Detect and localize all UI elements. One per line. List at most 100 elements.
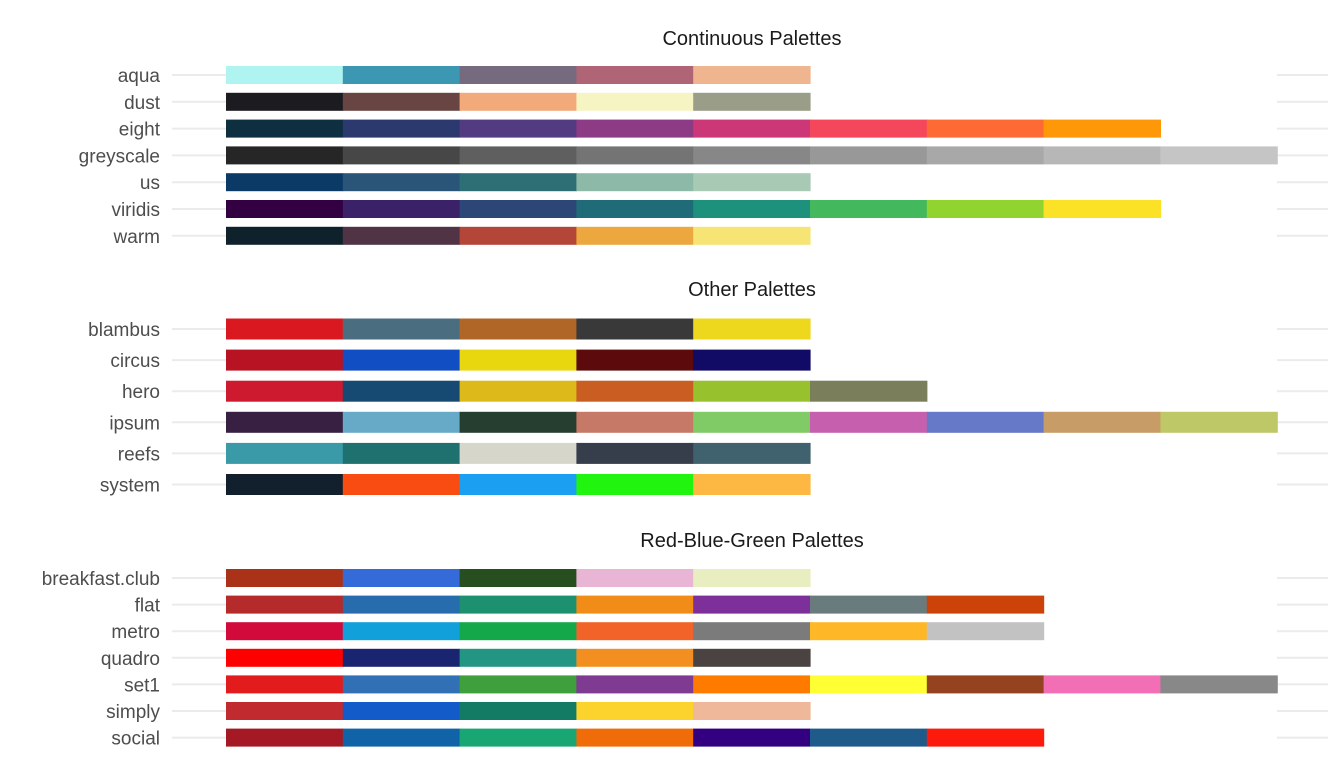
color-swatch bbox=[226, 226, 344, 245]
color-swatch bbox=[693, 380, 811, 402]
color-swatch bbox=[459, 146, 577, 165]
color-swatch bbox=[1043, 146, 1161, 165]
palette-label: social bbox=[111, 729, 160, 750]
color-swatch bbox=[576, 569, 694, 587]
color-swatch bbox=[226, 318, 344, 340]
color-swatch bbox=[810, 146, 928, 165]
color-swatch bbox=[459, 675, 577, 694]
color-swatch bbox=[810, 200, 928, 218]
color-swatch bbox=[226, 595, 344, 614]
color-swatch bbox=[693, 173, 811, 192]
color-swatch bbox=[459, 119, 577, 138]
color-swatch bbox=[1043, 200, 1161, 218]
color-swatch bbox=[693, 728, 811, 747]
palette-label: system bbox=[100, 476, 160, 497]
color-swatch bbox=[926, 119, 1045, 138]
color-swatch bbox=[342, 474, 461, 495]
color-swatch bbox=[342, 595, 461, 614]
color-swatch bbox=[226, 146, 344, 165]
palette-label: circus bbox=[110, 351, 160, 372]
palette-label: metro bbox=[111, 622, 160, 643]
palette-label: flat bbox=[135, 596, 161, 617]
color-swatch bbox=[576, 349, 694, 371]
color-swatch bbox=[810, 728, 928, 747]
color-swatch bbox=[459, 442, 577, 464]
color-swatch bbox=[576, 442, 694, 464]
color-swatch bbox=[926, 200, 1045, 218]
color-swatch bbox=[926, 622, 1045, 641]
color-swatch bbox=[226, 411, 344, 433]
color-swatch bbox=[342, 728, 461, 747]
color-swatch bbox=[226, 380, 344, 402]
palette-label: reefs bbox=[118, 444, 160, 465]
color-swatch bbox=[1043, 411, 1161, 433]
palette-label: simply bbox=[106, 702, 160, 723]
panel-title: Other Palettes bbox=[688, 279, 816, 301]
color-swatch bbox=[693, 474, 811, 495]
color-swatch bbox=[342, 146, 461, 165]
color-swatch bbox=[576, 380, 694, 402]
color-swatch bbox=[342, 380, 461, 402]
color-swatch bbox=[693, 569, 811, 587]
color-swatch bbox=[342, 173, 461, 192]
color-swatch bbox=[342, 200, 461, 218]
color-swatch bbox=[926, 146, 1045, 165]
color-swatch bbox=[693, 349, 811, 371]
color-swatch bbox=[342, 318, 461, 340]
panel-title: Continuous Palettes bbox=[662, 28, 841, 50]
color-swatch bbox=[693, 66, 811, 84]
color-swatch bbox=[459, 702, 577, 720]
color-swatch bbox=[459, 474, 577, 495]
color-swatch bbox=[693, 146, 811, 165]
color-swatch bbox=[342, 349, 461, 371]
color-swatch bbox=[693, 648, 811, 667]
color-swatch bbox=[226, 648, 344, 667]
color-swatch bbox=[693, 675, 811, 694]
color-swatch bbox=[576, 622, 694, 641]
color-swatch bbox=[1160, 146, 1278, 165]
color-swatch bbox=[576, 119, 694, 138]
color-swatch bbox=[459, 318, 577, 340]
color-swatch bbox=[926, 411, 1045, 433]
color-swatch bbox=[342, 66, 461, 84]
color-swatch bbox=[459, 173, 577, 192]
color-swatch bbox=[226, 92, 344, 111]
color-swatch bbox=[226, 66, 344, 84]
color-swatch bbox=[226, 200, 344, 218]
color-swatch bbox=[459, 66, 577, 84]
palette-label: viridis bbox=[111, 200, 160, 221]
panel-title: Red-Blue-Green Palettes bbox=[640, 530, 863, 552]
color-swatch bbox=[342, 702, 461, 720]
color-swatch bbox=[810, 622, 928, 641]
color-swatch bbox=[576, 595, 694, 614]
palette-label: ipsum bbox=[109, 413, 160, 434]
color-swatch bbox=[226, 119, 344, 138]
color-swatch bbox=[1160, 675, 1278, 694]
color-swatch bbox=[459, 380, 577, 402]
color-swatch bbox=[459, 226, 577, 245]
color-swatch bbox=[226, 728, 344, 747]
color-swatch bbox=[693, 200, 811, 218]
color-swatch bbox=[342, 648, 461, 667]
color-swatch bbox=[342, 92, 461, 111]
color-swatch bbox=[693, 226, 811, 245]
color-swatch bbox=[926, 728, 1045, 747]
color-swatch bbox=[810, 595, 928, 614]
palette-label: dust bbox=[124, 93, 161, 114]
color-swatch bbox=[926, 595, 1045, 614]
color-swatch bbox=[576, 675, 694, 694]
palette-label: greyscale bbox=[79, 146, 160, 167]
color-swatch bbox=[810, 380, 928, 402]
color-swatch bbox=[576, 702, 694, 720]
color-swatch bbox=[810, 675, 928, 694]
color-swatch bbox=[226, 442, 344, 464]
color-swatch bbox=[342, 622, 461, 641]
color-swatch bbox=[926, 675, 1045, 694]
palette-label: blambus bbox=[88, 320, 160, 341]
color-swatch bbox=[342, 119, 461, 138]
palette-label: breakfast.club bbox=[42, 569, 160, 590]
color-swatch bbox=[459, 349, 577, 371]
color-swatch bbox=[576, 200, 694, 218]
color-swatch bbox=[810, 411, 928, 433]
color-swatch bbox=[459, 648, 577, 667]
